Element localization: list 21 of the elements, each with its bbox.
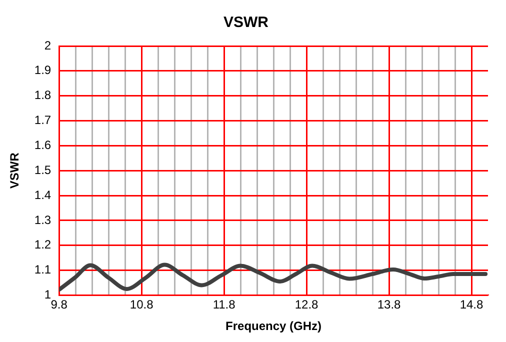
chart-title: VSWR <box>224 14 269 32</box>
x-tick-label: 9.8 <box>50 298 68 312</box>
y-tick-label: 2 <box>44 38 52 52</box>
y-tick-label: 1.3 <box>34 212 52 227</box>
y-tick-label: 1.8 <box>34 88 52 102</box>
x-tick-label: 13.8 <box>377 298 402 312</box>
x-tick-label: 10.8 <box>130 298 154 312</box>
y-tick-label: 1.9 <box>34 63 52 78</box>
y-tick-label: 1 <box>44 288 52 302</box>
y-tick-label: 1.1 <box>34 262 52 277</box>
x-axis-title: Frequency (GHz) <box>226 319 322 334</box>
y-tick-label: 1.4 <box>34 188 52 202</box>
x-tick-label: 12.8 <box>294 298 319 312</box>
y-tick-label: 1.7 <box>34 113 52 128</box>
x-tick-label: 11.8 <box>212 298 236 312</box>
y-tick-label: 1.6 <box>34 138 52 152</box>
y-tick-label: 1.5 <box>34 162 52 177</box>
y-axis-title: VSWR <box>8 152 22 189</box>
line-series <box>59 262 488 292</box>
y-tick-label: 1.2 <box>34 238 52 252</box>
x-tick-label: 14.8 <box>460 298 484 312</box>
